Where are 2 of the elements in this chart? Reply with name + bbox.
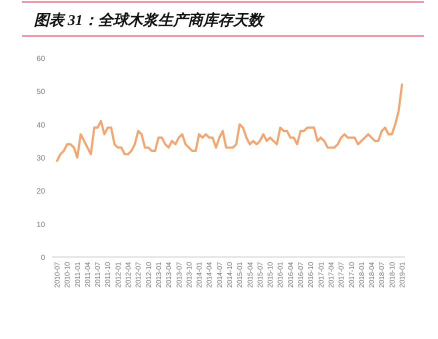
line-series: [56, 83, 404, 162]
chart-title: 图表 31：全球木浆生产商库存天数: [34, 11, 265, 29]
